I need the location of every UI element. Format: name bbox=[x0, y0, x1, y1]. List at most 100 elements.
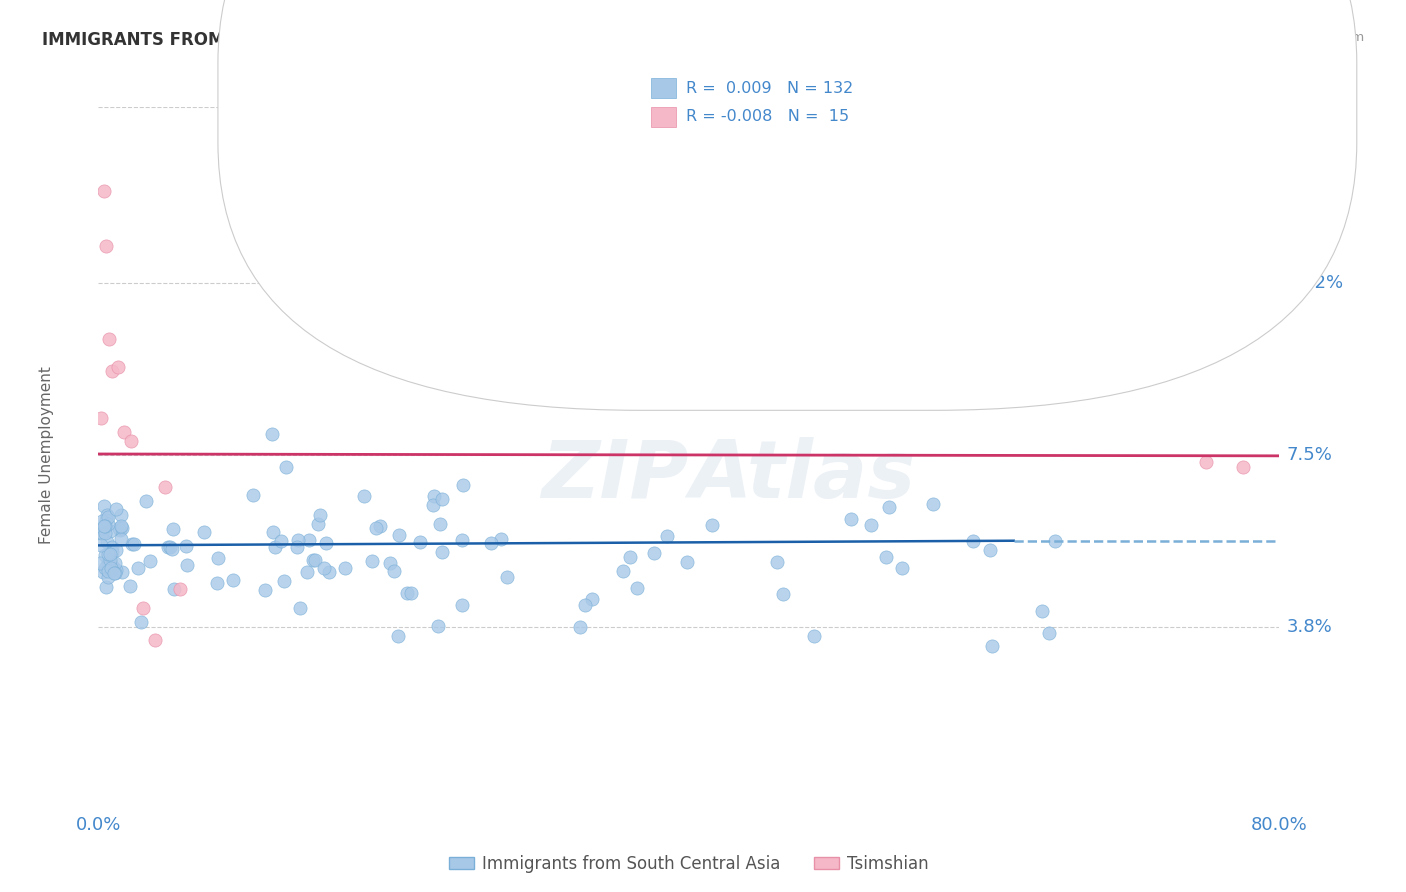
Point bbox=[98, 547, 121, 561]
Point bbox=[108, 521, 131, 535]
Point bbox=[626, 581, 648, 595]
Point bbox=[97, 556, 120, 570]
Point bbox=[100, 561, 122, 575]
Point bbox=[612, 564, 634, 578]
Text: 15.0%: 15.0% bbox=[1286, 98, 1344, 116]
Point bbox=[262, 427, 284, 442]
Point bbox=[1232, 459, 1254, 474]
Point bbox=[274, 460, 297, 475]
Point bbox=[422, 498, 444, 512]
Text: Female Unemployment: Female Unemployment bbox=[39, 366, 55, 544]
Point bbox=[110, 519, 132, 533]
Point bbox=[264, 541, 287, 555]
Point bbox=[378, 556, 401, 570]
Text: 3.8%: 3.8% bbox=[1286, 617, 1333, 635]
Point bbox=[429, 516, 451, 531]
Point bbox=[157, 540, 180, 554]
Point bbox=[93, 499, 115, 513]
Point bbox=[100, 553, 122, 567]
Point bbox=[297, 565, 319, 579]
Point bbox=[290, 601, 312, 615]
Text: 7.5%: 7.5% bbox=[1286, 446, 1333, 464]
Point bbox=[98, 524, 121, 538]
Legend: Immigrants from South Central Asia, Tsimshian: Immigrants from South Central Asia, Tsim… bbox=[443, 848, 935, 880]
Point bbox=[859, 517, 882, 532]
Point bbox=[364, 521, 387, 535]
Text: 11.2%: 11.2% bbox=[1286, 275, 1344, 293]
Point bbox=[273, 574, 295, 588]
Point bbox=[94, 239, 117, 253]
Point bbox=[222, 574, 245, 588]
Point bbox=[131, 615, 153, 629]
Point bbox=[97, 332, 120, 346]
Point bbox=[287, 541, 309, 555]
Point bbox=[90, 410, 112, 425]
Point bbox=[101, 540, 124, 554]
Point bbox=[94, 561, 117, 575]
Point bbox=[489, 532, 512, 546]
Point bbox=[574, 598, 596, 612]
Point bbox=[159, 540, 181, 554]
Point bbox=[91, 521, 114, 535]
Point bbox=[89, 556, 111, 570]
Point bbox=[97, 547, 120, 561]
Point bbox=[120, 579, 142, 593]
Point bbox=[270, 534, 292, 549]
Point bbox=[315, 536, 337, 550]
Point bbox=[432, 492, 454, 507]
Point bbox=[110, 508, 132, 523]
Point bbox=[111, 566, 134, 580]
Point bbox=[643, 546, 665, 560]
Point bbox=[399, 586, 422, 600]
Point bbox=[453, 478, 475, 492]
Text: IMMIGRANTS FROM SOUTH CENTRAL ASIA VS TSIMSHIAN FEMALE UNEMPLOYMENT CORRELATION : IMMIGRANTS FROM SOUTH CENTRAL ASIA VS TS… bbox=[42, 31, 1024, 49]
Point bbox=[107, 359, 129, 374]
Point bbox=[193, 524, 215, 539]
Point bbox=[96, 508, 118, 522]
Point bbox=[388, 528, 411, 542]
Point bbox=[93, 548, 115, 562]
Point bbox=[120, 434, 142, 448]
Point bbox=[135, 494, 157, 508]
Point bbox=[1043, 534, 1066, 549]
Point bbox=[262, 524, 284, 539]
Point bbox=[94, 519, 117, 533]
Point bbox=[479, 536, 502, 550]
Point bbox=[138, 554, 160, 568]
Point bbox=[569, 620, 592, 634]
Point bbox=[423, 489, 446, 503]
Point bbox=[875, 549, 897, 564]
Point bbox=[104, 502, 127, 516]
Point bbox=[122, 537, 145, 551]
Point bbox=[387, 629, 409, 643]
Text: 80.0%: 80.0% bbox=[1251, 816, 1308, 834]
Point bbox=[169, 582, 191, 597]
Point bbox=[90, 525, 112, 540]
Point bbox=[772, 587, 794, 601]
Point bbox=[89, 525, 111, 540]
Point bbox=[97, 555, 120, 569]
Point bbox=[162, 522, 184, 536]
Point bbox=[318, 566, 340, 580]
Point bbox=[304, 552, 326, 566]
Point bbox=[110, 521, 132, 535]
Point bbox=[101, 560, 124, 574]
Point bbox=[97, 564, 120, 578]
Point bbox=[143, 633, 166, 648]
Point bbox=[127, 561, 149, 575]
Point bbox=[96, 580, 118, 594]
Point bbox=[307, 517, 329, 532]
Point bbox=[207, 550, 229, 565]
Point bbox=[879, 500, 901, 514]
Point bbox=[90, 538, 112, 552]
Point bbox=[108, 523, 131, 537]
Text: 0.0%: 0.0% bbox=[76, 816, 121, 834]
Point bbox=[765, 555, 787, 569]
Text: Atlas: Atlas bbox=[689, 437, 915, 515]
Point bbox=[94, 525, 117, 540]
Point bbox=[100, 563, 122, 577]
Point bbox=[675, 555, 697, 569]
Point bbox=[409, 534, 432, 549]
Point bbox=[104, 566, 127, 580]
Point bbox=[333, 561, 356, 575]
